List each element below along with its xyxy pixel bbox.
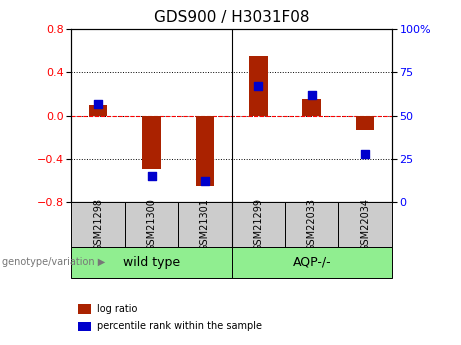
Text: GSM22033: GSM22033 — [307, 198, 317, 251]
Bar — [125, 202, 178, 247]
Text: GSM21298: GSM21298 — [93, 198, 103, 251]
Bar — [249, 56, 268, 116]
Bar — [78, 304, 91, 314]
Bar — [142, 116, 161, 169]
Bar — [178, 202, 231, 247]
Bar — [71, 202, 125, 247]
Point — [254, 83, 262, 89]
Point — [148, 173, 155, 179]
Bar — [89, 105, 107, 116]
Text: percentile rank within the sample: percentile rank within the sample — [97, 322, 262, 331]
Bar — [285, 202, 338, 247]
Bar — [356, 116, 374, 130]
Bar — [195, 116, 214, 186]
Bar — [71, 247, 231, 278]
Bar — [78, 322, 91, 331]
Point — [308, 92, 315, 98]
Point — [95, 101, 102, 106]
Text: GSM21300: GSM21300 — [147, 198, 157, 251]
Text: log ratio: log ratio — [97, 304, 137, 314]
Text: GSM22034: GSM22034 — [360, 198, 370, 251]
Text: wild type: wild type — [123, 256, 180, 269]
Title: GDS900 / H3031F08: GDS900 / H3031F08 — [154, 10, 309, 26]
Text: GSM21299: GSM21299 — [254, 198, 263, 251]
Bar — [338, 202, 392, 247]
Bar — [231, 202, 285, 247]
Text: GSM21301: GSM21301 — [200, 198, 210, 251]
Point — [361, 151, 369, 156]
Text: genotype/variation ▶: genotype/variation ▶ — [2, 257, 106, 267]
Point — [201, 178, 209, 184]
Bar — [231, 247, 392, 278]
Text: AQP-/-: AQP-/- — [292, 256, 331, 269]
Bar — [302, 99, 321, 116]
